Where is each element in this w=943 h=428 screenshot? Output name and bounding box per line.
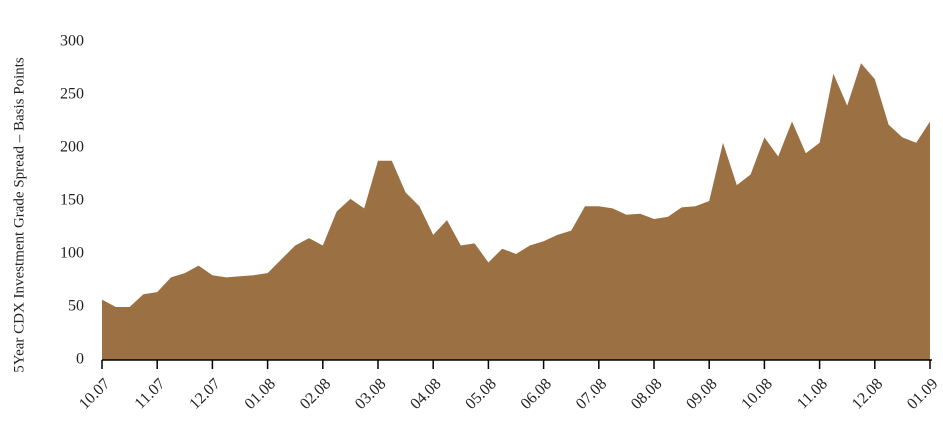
y-tick-label: 250 <box>60 86 84 103</box>
x-tick-label: 03.08 <box>352 375 389 412</box>
y-tick-label: 100 <box>60 245 84 262</box>
x-tick-label: 02.08 <box>297 375 334 412</box>
x-tick-label: 10.08 <box>738 375 775 412</box>
x-tick-label: 07.08 <box>573 375 610 412</box>
x-tick-label: 08.08 <box>628 375 665 412</box>
x-tick-label: 04.08 <box>407 375 444 412</box>
x-tick-label: 11.08 <box>794 375 831 412</box>
y-tick-label: 150 <box>60 192 84 209</box>
y-tick-label: 200 <box>60 139 84 156</box>
x-tick-label: 12.08 <box>849 375 886 412</box>
y-axis-label: 5Year CDX Investment Grade Spread – Basi… <box>11 57 27 373</box>
y-tick-label: 0 <box>76 351 84 368</box>
x-tick-label: 01.08 <box>242 375 279 412</box>
y-tick-label: 300 <box>60 33 84 50</box>
x-tick-label: 10.07 <box>76 375 113 412</box>
x-tick-label: 01.09 <box>904 375 941 412</box>
area <box>102 63 930 360</box>
x-tick-label: 12.07 <box>186 375 223 412</box>
x-tick-label: 09.08 <box>683 375 720 412</box>
x-tick-label: 06.08 <box>518 375 555 412</box>
x-tick-label: 11.07 <box>132 375 169 412</box>
x-tick-label: 05.08 <box>462 375 499 412</box>
y-tick-label: 50 <box>68 298 84 315</box>
